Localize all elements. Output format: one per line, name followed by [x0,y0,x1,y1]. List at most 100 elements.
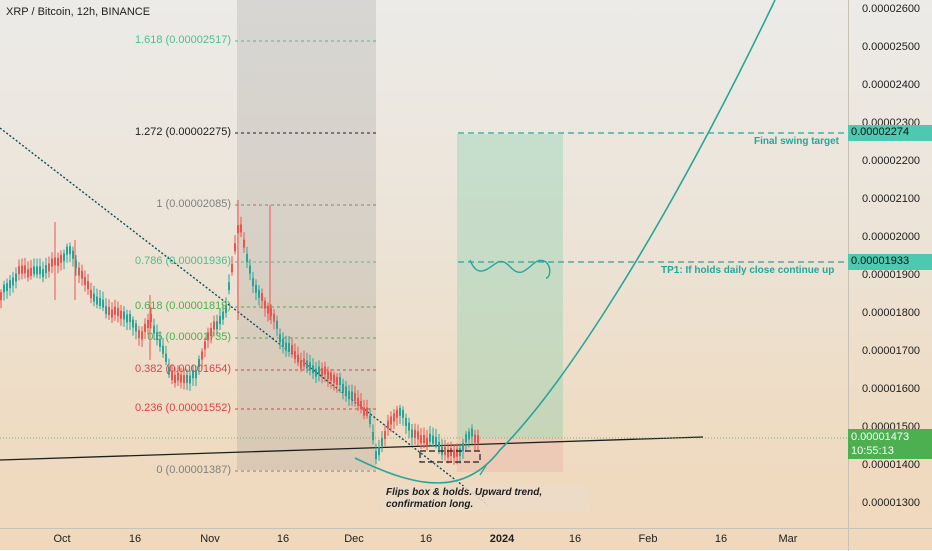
candle-body [426,437,428,446]
tp1-wave-drawing[interactable] [469,259,551,279]
candle-body [339,377,341,386]
chart-plot-area[interactable]: XRP / Bitcoin, 12h, BINANCE 1.618 (0.000… [0,0,848,528]
candle-body [309,362,311,371]
price-tick-label: 0.00002200 [861,155,921,167]
candle-body [195,370,197,379]
candle-body [432,435,434,444]
candle-body [180,374,182,383]
candle-body [384,431,386,440]
candle-body [36,266,38,275]
candle-body [147,319,149,328]
candle-body [78,267,80,276]
candle-body [273,313,275,322]
candle-body [15,273,17,282]
price-tick-label: 0.00001700 [861,345,921,357]
tp1-annotation[interactable]: TP1: If holds daily close continue up [661,265,835,276]
candle-body [399,407,401,416]
price-tick-label: 0.00002100 [861,193,921,205]
candle-body [18,266,20,275]
candle-body [282,338,284,347]
candle-body [216,321,218,330]
candle-body [468,431,470,440]
candle-body [168,366,170,375]
time-axis[interactable]: Oct 16 Nov 16 Dec 16 2024 16 Feb 16 Mar [0,528,848,551]
candle-body [153,325,155,334]
fib-level-label: 0.236 (0.00001552) [134,402,231,414]
candle-body [447,449,449,458]
candle-body [366,407,368,416]
candle-body [0,292,2,301]
candle-body [456,448,458,457]
chart-canvas[interactable] [0,0,848,528]
flip-box[interactable] [419,450,481,463]
candle-body [42,269,44,278]
candle-body [279,334,281,343]
fib-level-label: 1.272 (0.00002275) [134,126,231,138]
candle-body [81,270,83,279]
candle-body [210,327,212,336]
fib-level-label: 0.382 (0.00001654) [134,363,231,375]
candle-body [84,277,86,286]
candle-body [387,420,389,429]
long-position-profit-zone[interactable] [457,134,563,438]
candle-body [315,368,317,377]
candle-body [75,260,77,269]
candle-body [288,343,290,352]
candle-body [108,306,110,315]
candle-body [141,331,143,340]
current-price-value: 0.00001473 [851,431,910,443]
candle-body [363,407,365,416]
candle-body [57,257,59,266]
candle-body [252,278,254,287]
candle-body [396,409,398,418]
time-tick-label: 16 [276,533,290,545]
candle-body [123,311,125,320]
candle-body [93,293,95,302]
candle-body [336,376,338,385]
price-axis[interactable]: 0.00002600 0.00002500 0.00002400 0.00002300… [848,0,932,528]
candle-body [105,306,107,315]
price-tick-label: 0.00002000 [861,231,921,243]
candle-body [138,329,140,338]
candle-body [435,436,437,445]
candle-body [21,265,23,274]
candle-body [270,308,272,317]
candle-body [174,374,176,383]
candle-body [393,413,395,422]
final-target-annotation[interactable]: Final swing target [754,136,840,147]
candle-body [408,422,410,431]
candle-body [9,280,11,289]
candle-body [459,448,461,457]
time-tick-label: 16 [419,533,433,545]
candle-body [60,254,62,263]
candle-body [297,354,299,363]
candle-body [381,437,383,446]
price-tick-label: 0.00002400 [861,79,921,91]
candle-body [285,342,287,351]
candle-body [405,418,407,427]
candle-body [303,358,305,367]
note-annotation[interactable]: Flips box & holds. Upward trend, confirm… [382,486,590,512]
candle-body [51,258,53,267]
time-tick-label: Dec [344,533,364,545]
price-tick-label: 0.00001800 [861,307,921,319]
symbol-title[interactable]: XRP / Bitcoin, 12h, BINANCE [6,6,151,18]
time-tick-label: 16 [128,533,142,545]
downtrend-line[interactable] [0,127,489,506]
projection-curve[interactable] [354,0,776,484]
candle-body [324,366,326,375]
candle-body [66,246,68,255]
candle-body [87,281,89,290]
support-trendline[interactable] [0,436,704,461]
candle-body [417,431,419,440]
candle-body [222,311,224,320]
candle-body [264,300,266,309]
candlestick-series [0,200,479,465]
candle-body [183,375,185,384]
time-tick-label: Mar [778,533,798,545]
candle-body [318,366,320,375]
candle-body [402,409,404,418]
candle-body [231,264,233,273]
candle-body [429,433,431,442]
